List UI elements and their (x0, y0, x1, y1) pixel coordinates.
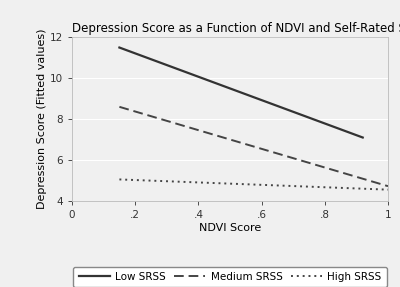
Text: Depression Score as a Function of NDVI and Self-Rated Social Standing: Depression Score as a Function of NDVI a… (72, 22, 400, 35)
Legend: Low SRSS, Medium SRSS, High SRSS: Low SRSS, Medium SRSS, High SRSS (73, 267, 387, 287)
Y-axis label: Depression Score (Fitted values): Depression Score (Fitted values) (37, 29, 47, 209)
X-axis label: NDVI Score: NDVI Score (199, 223, 261, 233)
